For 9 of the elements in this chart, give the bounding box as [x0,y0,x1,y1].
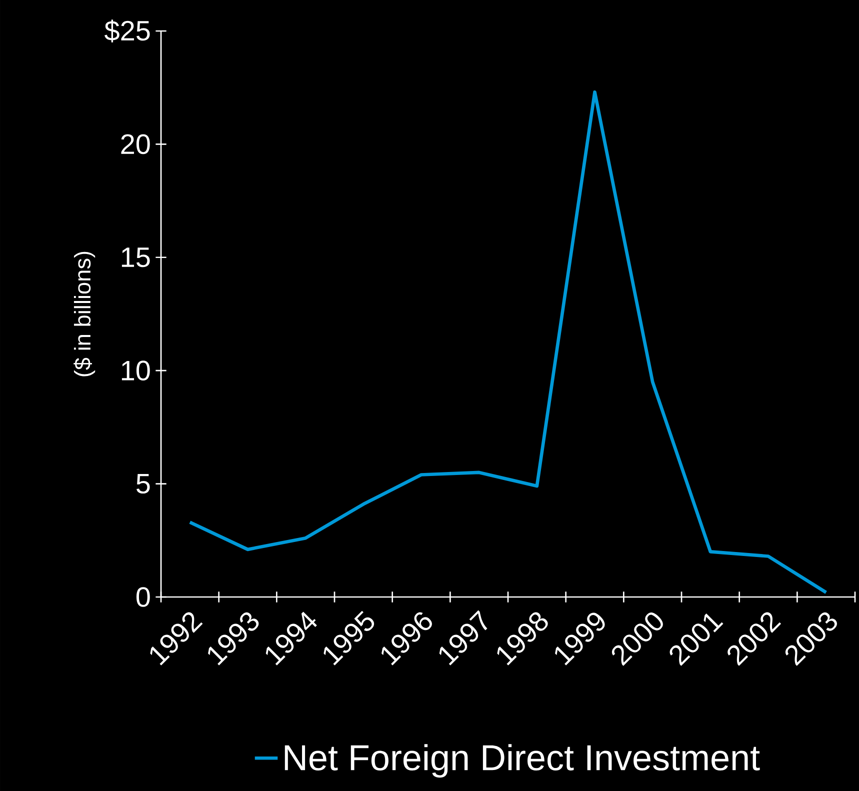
line-series [188,90,828,594]
y-tick-label: 5 [136,474,150,494]
y-tick-label: 20 [121,134,150,154]
y-tick-label: $25 [104,20,150,42]
y-tick-label: 10 [122,360,150,380]
y-tick-label: 15 [122,248,150,268]
y-axis-title: ($ in billions) [74,252,96,376]
legend-label: Net Foreign Direct Investment [284,744,760,778]
y-tick-label: 0 [136,587,150,607]
